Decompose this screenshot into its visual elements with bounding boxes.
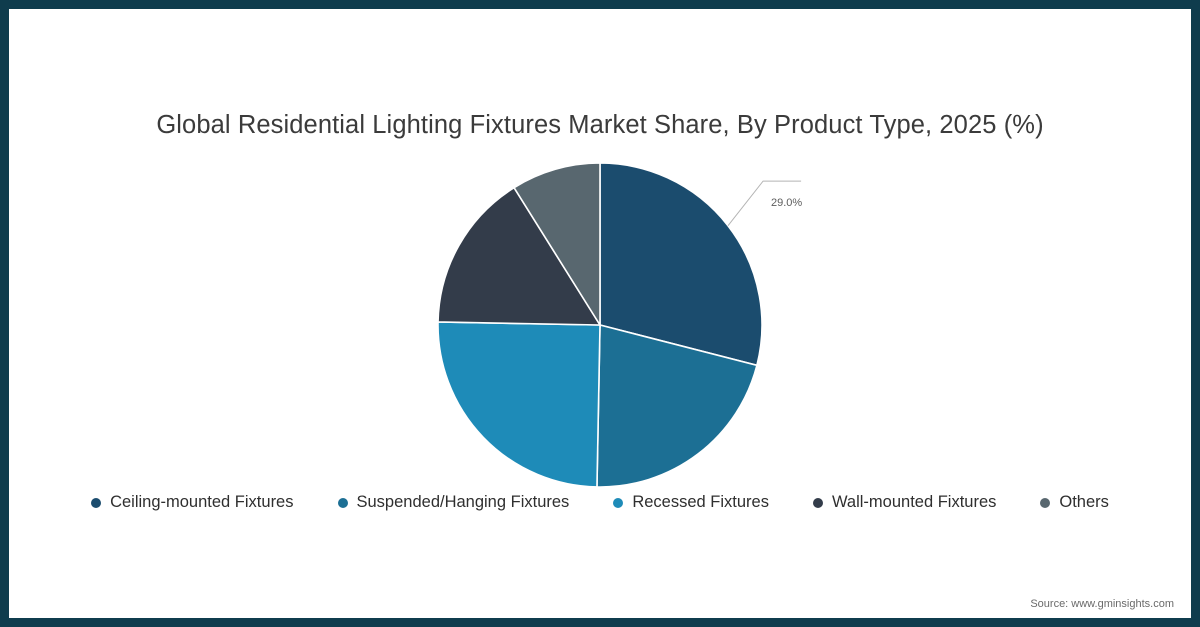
legend-item-label: Suspended/Hanging Fixtures (356, 493, 570, 511)
pie-slice[interactable] (437, 321, 601, 488)
legend-item[interactable]: Recessed Fixtures (613, 493, 769, 512)
legend-item[interactable]: Others (1040, 493, 1109, 512)
pie-slice-group (437, 162, 763, 488)
legend-color-dot-icon (91, 497, 102, 508)
pie-slice[interactable] (596, 323, 758, 488)
chart-legend: Ceiling-mounted Fixtures Suspended/Hangin… (9, 493, 1191, 512)
pie-leader-line-group (727, 180, 802, 227)
legend-item[interactable]: Ceiling-mounted Fixtures (91, 493, 294, 512)
chart-canvas: Global Residential Lighting Fixtures Mar… (9, 9, 1191, 618)
pie-slice[interactable] (599, 162, 763, 367)
source-text: Source: www.gminsights.com (1030, 598, 1174, 610)
pie-chart: 29.0% (9, 9, 1191, 618)
legend-color-dot-icon (613, 497, 624, 508)
pie-chart-svg (437, 162, 802, 488)
pie-leader-line (727, 180, 802, 227)
pie-slice[interactable] (437, 186, 602, 326)
legend-item-label: Ceiling-mounted Fixtures (110, 493, 294, 511)
slice-value-label-ceiling-mounted: 29.0% (771, 197, 803, 209)
legend-item-label: Others (1059, 493, 1109, 511)
pie-slice[interactable] (512, 162, 601, 328)
legend-item-label: Wall-mounted Fixtures (831, 493, 997, 511)
legend-color-dot-icon (812, 497, 823, 508)
legend-color-dot-icon (337, 497, 348, 508)
legend-item[interactable]: Wall-mounted Fixtures (812, 493, 997, 512)
legend-item-label: Recessed Fixtures (632, 493, 769, 511)
legend-color-dot-icon (1040, 497, 1051, 508)
page-title: Global Residential Lighting Fixtures Mar… (156, 111, 1044, 139)
legend-item[interactable]: Suspended/Hanging Fixtures (337, 493, 570, 512)
